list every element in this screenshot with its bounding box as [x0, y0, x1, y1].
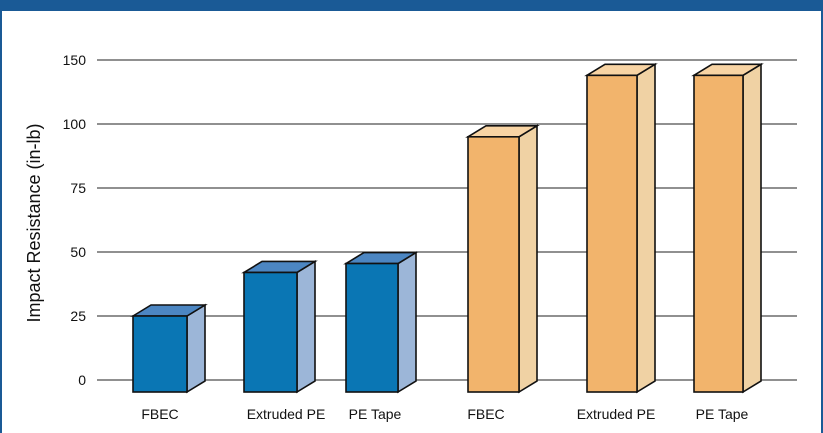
bar-5-side: [742, 62, 762, 394]
y-axis-title: Impact Resistance (in-lb): [24, 123, 44, 322]
category-label-1: Extruded PE: [247, 406, 326, 422]
bar-3: [465, 124, 540, 394]
category-label-3: FBEC: [467, 406, 504, 422]
bar-1: [241, 260, 318, 394]
y-tick-label-3: 75: [70, 180, 86, 196]
bar-0-front: [132, 315, 188, 393]
bar-1-side: [296, 260, 316, 394]
bar-0: [130, 303, 208, 394]
y-tick-label-1: 25: [70, 308, 86, 324]
bar-5: [691, 62, 764, 394]
bar-4-side: [636, 62, 656, 394]
category-label-5: PE Tape: [696, 406, 749, 422]
bar-0-side: [186, 303, 206, 394]
bar-1-front: [243, 271, 298, 393]
bars: [130, 62, 764, 394]
bar-2: [343, 251, 419, 394]
y-tick-labels: 0 25 50 75 100 150: [63, 52, 87, 388]
y-tick-label-4: 100: [63, 116, 87, 132]
bar-2-front: [345, 262, 399, 393]
bar-5-front: [693, 74, 744, 393]
bar-3-front: [467, 136, 520, 393]
category-label-0: FBEC: [141, 406, 178, 422]
bar-4: [584, 62, 658, 394]
title-bar: [2, 0, 823, 11]
gridlines: [97, 59, 797, 381]
category-label-4: Extruded PE: [577, 406, 656, 422]
bar-4-front: [586, 74, 638, 393]
y-tick-label-0: 0: [78, 372, 86, 388]
y-tick-label-5: 150: [63, 52, 87, 68]
y-tick-label-2: 50: [70, 244, 86, 260]
bar-2-side: [397, 251, 417, 394]
bar-3-side: [518, 124, 538, 394]
category-labels: FBEC Extruded PE PE Tape FBEC Extruded PE PE …: [141, 406, 748, 422]
category-label-2: PE Tape: [349, 406, 402, 422]
